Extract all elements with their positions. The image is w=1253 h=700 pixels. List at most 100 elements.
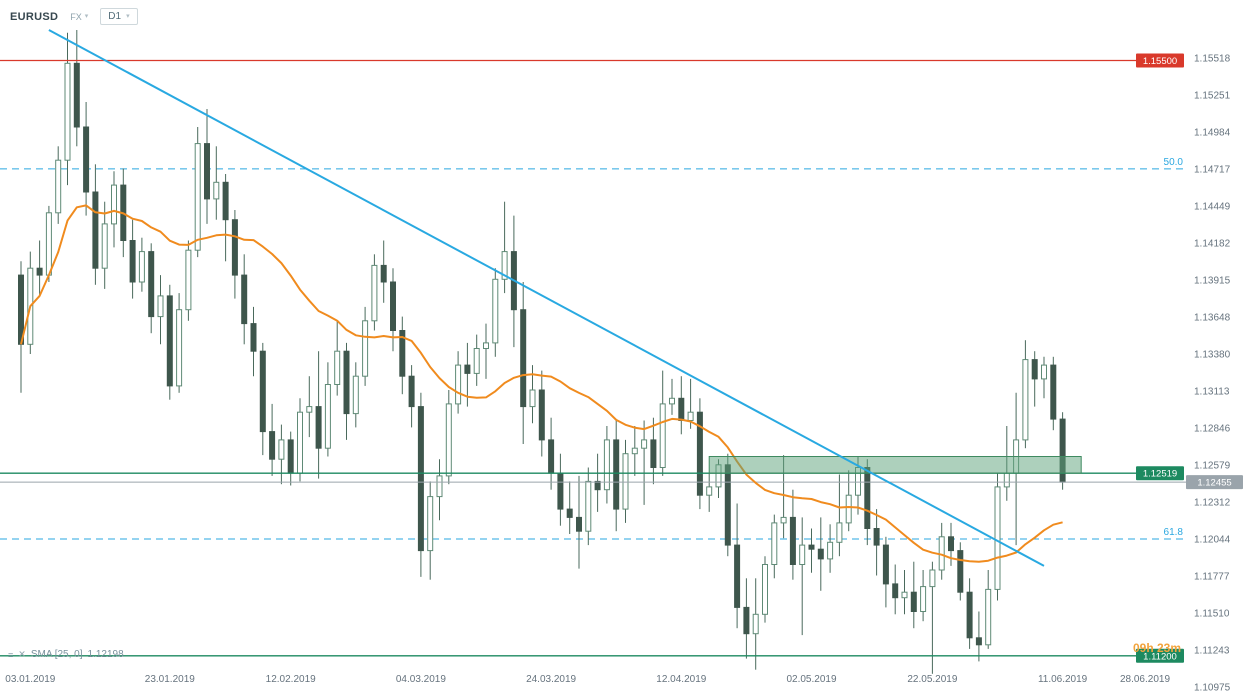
candle-body xyxy=(529,389,536,408)
price-tick-label: 1.15251 xyxy=(1194,91,1231,102)
candle-body xyxy=(520,309,527,408)
candle-body xyxy=(1022,359,1029,441)
sma-line[interactable] xyxy=(20,204,1063,563)
candle-body xyxy=(83,126,90,193)
candle-body xyxy=(36,267,43,276)
candle-body xyxy=(204,143,210,200)
candle-body xyxy=(678,397,685,421)
candle-body xyxy=(864,467,871,529)
candle-body xyxy=(650,439,657,468)
candle-body xyxy=(1031,359,1038,380)
candle-body xyxy=(64,62,71,161)
price-axis: 1.15518 1.15251 1.14984 1.14717 1.14449 1.141… xyxy=(1194,54,1231,694)
price-tick-label: 1.14717 xyxy=(1194,164,1231,175)
candle-body xyxy=(157,295,164,318)
candle-body xyxy=(436,475,443,498)
date-tick-label: 02.05.2019 xyxy=(786,674,836,685)
candle-body xyxy=(892,583,899,599)
candle-countdown: 09h 23m xyxy=(1132,641,1181,655)
candle-body xyxy=(975,637,982,646)
candle-body xyxy=(631,447,638,455)
candle-body xyxy=(548,439,555,474)
candle-body xyxy=(408,375,415,408)
candle-body xyxy=(752,613,759,635)
resistance-badge xyxy=(1136,53,1184,68)
price-tick-label: 1.10975 xyxy=(1194,683,1231,694)
price-tick-label: 1.14182 xyxy=(1194,239,1231,250)
date-tick-label: 24.03.2019 xyxy=(526,674,576,685)
candle-body xyxy=(1041,364,1047,380)
price-tick-label: 1.11777 xyxy=(1194,572,1230,583)
support-badge-label: 1.12519 xyxy=(1143,469,1177,480)
date-tick-label: 28.06.2019 xyxy=(1120,674,1170,685)
candle-body xyxy=(659,403,666,468)
candle-body xyxy=(241,274,248,325)
fib-level-label: 61.8 xyxy=(1164,527,1184,538)
candle-body xyxy=(603,439,610,491)
candle-body xyxy=(501,251,508,280)
candle-body xyxy=(306,406,313,413)
candle-body xyxy=(213,181,220,200)
candle-body xyxy=(957,550,964,593)
candle-body xyxy=(231,219,238,276)
chart-header: EURUSD FX ▾ D1 ▾ xyxy=(10,8,138,25)
candle-body xyxy=(362,320,369,377)
candle-body xyxy=(836,522,843,543)
candle-body xyxy=(492,278,499,344)
support-badge xyxy=(1136,466,1184,481)
chevron-down-icon: ▾ xyxy=(126,13,130,20)
price-tick-label: 1.12044 xyxy=(1194,535,1231,546)
candle-body xyxy=(194,143,201,251)
price-tick-label: 1.15518 xyxy=(1194,54,1231,65)
timeframe-dropdown[interactable]: D1 ▾ xyxy=(100,8,138,25)
indicator-remove-icon[interactable]: ✕ xyxy=(18,649,26,659)
candle-body xyxy=(762,564,768,615)
fib-level-label: 50.0 xyxy=(1164,157,1184,168)
price-tick-label: 1.14984 xyxy=(1194,127,1231,138)
candle-body xyxy=(929,569,936,588)
indicator-value: 1.12198 xyxy=(87,649,124,660)
candle-body xyxy=(985,588,992,646)
candle-body xyxy=(324,384,331,449)
chevron-down-icon: ▾ xyxy=(84,13,89,20)
candle-body xyxy=(73,62,80,128)
indicator-settings-icon[interactable]: ≡ xyxy=(8,649,14,660)
candle-body xyxy=(287,439,294,474)
candle-body xyxy=(464,364,471,374)
candle-body xyxy=(185,249,192,311)
price-tick-label: 1.12579 xyxy=(1194,460,1231,471)
timeframe-label: D1 xyxy=(108,11,122,22)
candle-body xyxy=(780,516,787,524)
price-tick-label: 1.12312 xyxy=(1194,497,1231,508)
indicator-legend: ≡ ✕ SMA [25, 0] 1.12198 xyxy=(8,649,124,660)
candle-body xyxy=(808,544,815,550)
candle-body xyxy=(538,389,545,441)
candle-body xyxy=(269,431,276,460)
candle-body xyxy=(1050,364,1057,420)
candle-body xyxy=(111,184,117,225)
candle-body xyxy=(166,295,173,387)
candle-body xyxy=(399,330,406,377)
trendline[interactable] xyxy=(48,29,1045,567)
support-badge xyxy=(1136,648,1184,663)
market-dropdown[interactable]: FX ▾ xyxy=(70,12,88,22)
supply-zone[interactable] xyxy=(708,456,1082,474)
candle-body xyxy=(557,472,564,510)
candle-body xyxy=(455,364,462,405)
candle-body xyxy=(380,264,387,283)
candle-body xyxy=(827,541,834,560)
candle-body xyxy=(882,544,889,585)
date-tick-label: 04.03.2019 xyxy=(396,674,446,685)
resistance-badge-label: 1.15500 xyxy=(1143,56,1177,67)
current-price-badge xyxy=(1186,475,1243,490)
price-tick-label: 1.14449 xyxy=(1194,202,1231,213)
candle-body xyxy=(594,480,601,491)
candle-body xyxy=(706,486,713,496)
candle-body xyxy=(371,264,378,322)
candle-body xyxy=(687,411,694,422)
candle-body xyxy=(669,397,675,405)
candles xyxy=(18,30,1066,674)
date-tick-label: 12.02.2019 xyxy=(266,674,316,685)
candle-body xyxy=(473,348,480,374)
